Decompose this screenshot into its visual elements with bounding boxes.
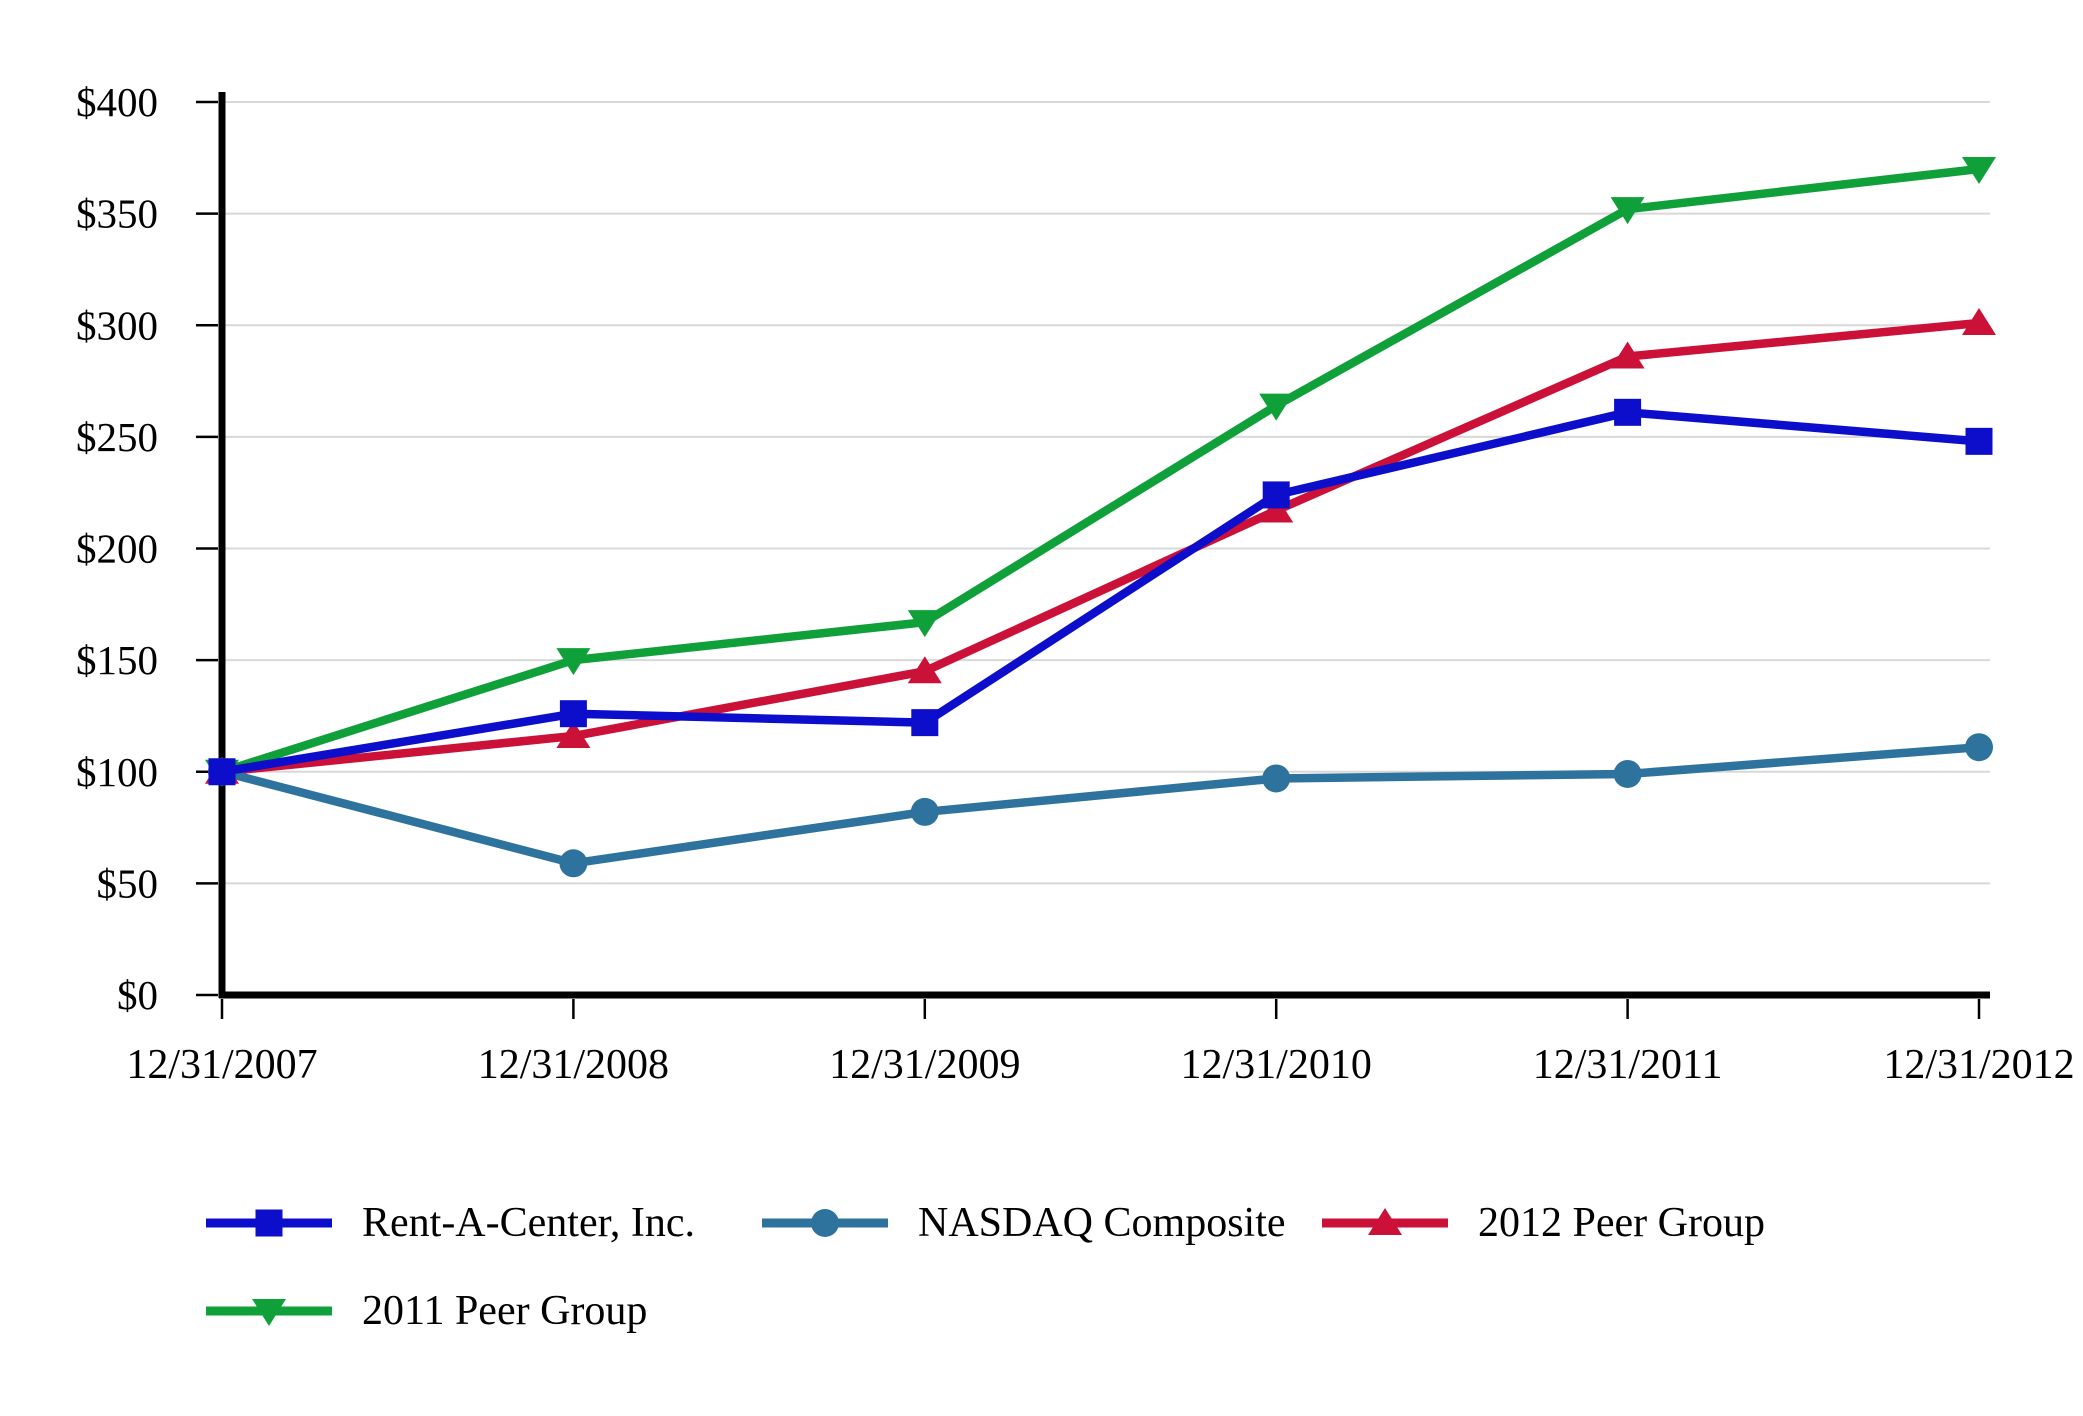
legend-item-rent-a-center: Rent-A-Center, Inc. [204,1194,695,1252]
svg-text:12/31/2008: 12/31/2008 [478,1042,669,1088]
svg-text:$250: $250 [76,414,158,460]
svg-text:$0: $0 [117,972,158,1018]
series-3 [205,156,1996,787]
svg-text:12/31/2007: 12/31/2007 [126,1042,317,1088]
series-1 [208,733,1993,878]
triangle-down-series-legend-icon [206,1299,332,1326]
svg-text:$400: $400 [76,79,158,125]
svg-text:$150: $150 [76,637,158,683]
svg-text:$100: $100 [76,749,158,795]
legend-label: NASDAQ Composite [918,1200,1286,1246]
svg-text:$200: $200 [76,526,158,572]
legend-item-nasdaq-composite: NASDAQ Composite [760,1194,1286,1252]
series-2 [205,308,1996,784]
svg-text:$350: $350 [76,191,158,237]
square-series-legend-icon [206,1209,332,1237]
svg-text:12/31/2012: 12/31/2012 [1883,1042,2074,1088]
legend-item-2011-peer-group: 2011 Peer Group [204,1282,647,1340]
legend-label: Rent-A-Center, Inc. [362,1200,696,1246]
legend-item-2012-peer-group: 2012 Peer Group [1320,1194,1765,1252]
svg-text:12/31/2011: 12/31/2011 [1533,1042,1723,1088]
svg-text:12/31/2009: 12/31/2009 [829,1042,1020,1088]
series-0 [208,398,1993,786]
svg-text:$300: $300 [76,302,158,348]
circle-series-legend-icon [762,1209,888,1237]
legend-label: 2012 Peer Group [1478,1200,1765,1246]
svg-text:12/31/2010: 12/31/2010 [1181,1042,1372,1088]
triangle-up-series-legend-icon [1322,1208,1448,1235]
svg-text:$50: $50 [97,860,159,906]
legend-label: 2011 Peer Group [362,1288,648,1334]
